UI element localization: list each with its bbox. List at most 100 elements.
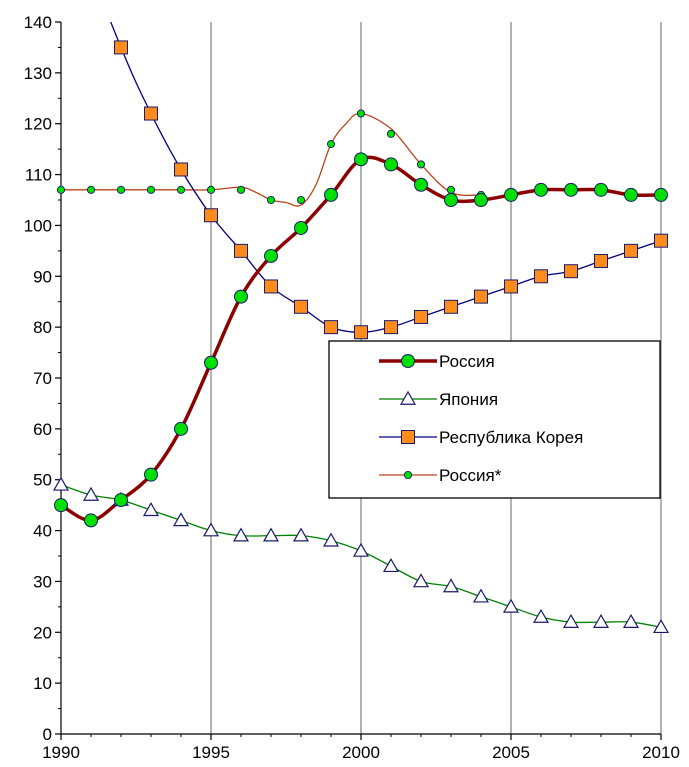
series-2-point <box>624 243 638 258</box>
y-tick-label: 30 <box>33 572 52 591</box>
series-0-point <box>264 248 278 263</box>
series-markers <box>52 40 670 634</box>
series-1-point <box>352 542 370 557</box>
series-2-point <box>474 289 488 304</box>
series-0-point <box>324 187 338 202</box>
series-0-point <box>474 193 488 207</box>
series-0-point <box>354 152 368 167</box>
series-0-point <box>624 187 638 202</box>
series-1-point <box>82 486 100 501</box>
y-tick-label: 10 <box>33 674 52 693</box>
legend-label-1: Япония <box>439 390 498 409</box>
series-3-point <box>446 185 456 194</box>
series-3-point <box>386 129 396 138</box>
series-1-point <box>562 613 580 628</box>
series-0-point <box>654 187 668 202</box>
axes <box>55 21 662 740</box>
y-tick-label: 120 <box>24 115 52 134</box>
y-tick-label: 40 <box>33 522 52 541</box>
x-tick-labels: 1990 1995 2000 2005 2010 <box>42 743 680 762</box>
legend-marker-0 <box>401 354 415 368</box>
y-tick-label: 70 <box>33 369 52 388</box>
series-2-point <box>294 299 308 314</box>
series-1-point <box>412 573 430 588</box>
x-tick-label: 2010 <box>642 743 680 762</box>
x-tick-label: 2000 <box>342 743 380 762</box>
series-0-point <box>294 220 308 235</box>
series-0-point <box>234 289 248 304</box>
series-0-point <box>564 182 578 197</box>
legend-marker-3 <box>403 470 413 480</box>
series-1-point <box>382 557 400 573</box>
y-tick-label: 110 <box>25 166 52 185</box>
series-1-point <box>592 613 610 628</box>
series-1-point <box>172 512 190 527</box>
series-3-point <box>356 109 366 118</box>
series-2-point <box>264 279 278 294</box>
series-3-point <box>146 185 156 194</box>
series-3-point <box>326 140 336 149</box>
series-0-point <box>144 467 158 482</box>
series-3-point <box>206 185 216 194</box>
legend-label-3: Россия* <box>439 466 502 485</box>
series-0-point <box>174 421 188 436</box>
y-tick-label: 140 <box>24 13 52 32</box>
y-tick-label: 60 <box>33 420 52 439</box>
series-1-point <box>262 527 280 542</box>
series-0-point <box>384 157 398 172</box>
y-tick-labels: 0 10 20 30 40 50 60 70 80 90 100 110 120 130 140 <box>24 13 52 744</box>
series-2-point <box>384 320 398 335</box>
series-3-point <box>296 195 306 205</box>
series-2-point <box>354 325 368 340</box>
series-3-point <box>236 185 246 194</box>
y-tick-label: 100 <box>24 216 52 235</box>
series-2-point <box>144 106 158 121</box>
series-1-point <box>502 598 520 613</box>
y-tick-label: 20 <box>33 623 52 642</box>
series-1-point <box>52 476 70 491</box>
series-0-point <box>204 355 218 370</box>
series-1-point <box>232 527 250 542</box>
series-1-point <box>322 532 340 547</box>
series-2-point <box>534 269 548 284</box>
legend-box <box>328 340 661 499</box>
series-2-point <box>654 233 668 248</box>
series-3-point <box>266 195 276 205</box>
series-3-point <box>416 160 426 169</box>
series-3-point <box>56 185 66 194</box>
y-tick-label: 0 <box>43 725 52 744</box>
x-tick-label: 1990 <box>42 743 80 762</box>
series-3-point <box>86 185 96 194</box>
series-2-point <box>564 264 578 279</box>
series-0-point <box>414 177 428 192</box>
x-tick-label: 2005 <box>492 743 530 762</box>
series-0-point <box>54 498 68 513</box>
series-2-point <box>414 309 428 324</box>
x-tick-label: 1995 <box>192 743 230 762</box>
series-0-point <box>114 493 128 508</box>
series-1-point <box>442 578 460 593</box>
series-2-point <box>114 40 128 55</box>
series-1-point <box>142 502 160 517</box>
legend-marker-1 <box>399 390 417 405</box>
series-0-point <box>504 187 518 202</box>
series-1-point <box>202 522 220 537</box>
y-tick-label: 50 <box>33 471 52 490</box>
series-0-point <box>444 193 458 207</box>
legend-label-2: Республика Корея <box>439 428 583 447</box>
series-3-point <box>176 185 186 194</box>
series-1-point <box>622 613 640 628</box>
series-1-point <box>532 608 550 623</box>
legend-marker-2 <box>401 430 415 444</box>
series-0-point <box>534 182 548 197</box>
legend-label-0: Россия <box>439 352 495 371</box>
series-0-point <box>84 513 98 528</box>
series-2-point <box>204 208 218 223</box>
series-0-point <box>594 182 608 197</box>
series-2-point <box>504 279 518 294</box>
series-2-point <box>234 243 248 258</box>
series-2-point <box>324 320 338 335</box>
y-tick-label: 90 <box>33 267 52 286</box>
series-1-point <box>292 527 310 542</box>
